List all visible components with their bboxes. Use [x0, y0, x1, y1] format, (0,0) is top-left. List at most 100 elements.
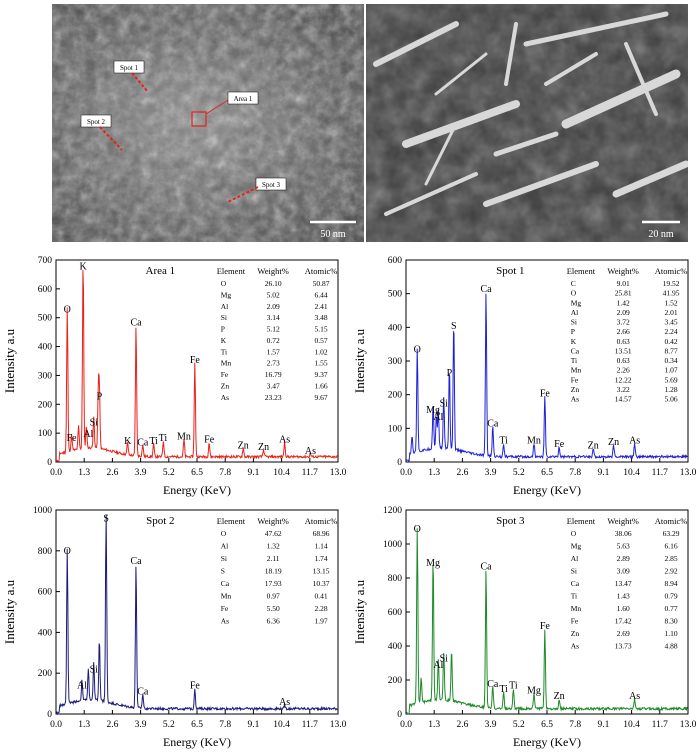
peak-label-fe: Fe — [554, 439, 565, 450]
table-cell: 8.77 — [665, 346, 678, 355]
x-tick-label: 1.3 — [78, 468, 90, 478]
table-header: Weight% — [257, 266, 288, 276]
table-cell: 3.14 — [267, 313, 280, 322]
peak-label-o: O — [64, 546, 71, 557]
y-tick-label: 0 — [47, 458, 52, 468]
peak-label-ca: Ca — [137, 687, 149, 698]
peak-label-ca: Ca — [480, 284, 492, 295]
table-header: Weight% — [257, 516, 288, 526]
table-cell: 2.01 — [665, 308, 678, 317]
peak-label-zn: Zn — [588, 441, 599, 452]
chart-title: Spot 2 — [146, 515, 174, 527]
table-cell: As — [221, 393, 229, 402]
eds-chart-spot2: 0.0 1.3 2.6 3.9 5.2 6.5 7.8 9.1 10.4 11.7 13.0 0 200… — [0, 500, 350, 752]
peak-label-as: As — [279, 435, 290, 446]
peak-label-si: Si — [440, 399, 449, 410]
table-cell: 5.02 — [267, 290, 280, 299]
spot1-label: Spot 1 — [120, 64, 139, 72]
x-tick-label: 7.8 — [569, 720, 581, 730]
table-cell: 9.01 — [617, 279, 630, 288]
spectrum-series — [405, 528, 688, 715]
table-header: Element — [217, 266, 246, 276]
table-cell: 2.24 — [665, 327, 678, 336]
table-header: Element — [567, 266, 596, 276]
table-cell: 18.19 — [265, 567, 282, 576]
peak-label-ca: Ca — [130, 318, 142, 329]
table-cell: Fe — [221, 604, 229, 613]
table-cell: Ti — [571, 356, 577, 365]
spot2-label: Spot 2 — [87, 118, 106, 126]
peak-label-zn: Zn — [554, 691, 565, 702]
scale-bar-left-label: 50 nm — [320, 229, 346, 240]
y-tick-label: 0 — [397, 710, 402, 720]
table-cell: 1.55 — [315, 359, 328, 368]
y-tick-label: 500 — [38, 314, 53, 324]
x-tick-label: 2.6 — [106, 720, 118, 730]
peak-label-k: K — [124, 436, 132, 447]
x-tick-label: 3.9 — [135, 720, 147, 730]
x-tick-label: 5.2 — [513, 468, 525, 478]
x-axis-label: Energy (KeV) — [513, 483, 581, 497]
y-tick-label: 700 — [38, 256, 53, 266]
y-tick-label: 400 — [388, 323, 403, 333]
table-cell: 13.15 — [313, 567, 330, 576]
table-cell: 2.09 — [267, 302, 280, 311]
x-tick-label: 9.1 — [597, 720, 609, 730]
table-cell: 1.57 — [267, 347, 280, 356]
spot3-label: Spot 3 — [262, 181, 281, 189]
table-cell: 0.63 — [617, 356, 630, 365]
sem-image-right: 20 nm — [366, 4, 688, 242]
peak-label-fe: Fe — [67, 433, 78, 444]
x-tick-label: 6.5 — [191, 468, 203, 478]
peak-label-k: K — [79, 261, 87, 272]
y-tick-label: 0 — [397, 458, 402, 468]
table-cell: 1.74 — [315, 554, 328, 563]
x-tick-label: 3.9 — [135, 468, 147, 478]
table-cell: 6.44 — [315, 290, 328, 299]
table-cell: 5.69 — [665, 375, 678, 384]
peak-label-o: O — [414, 524, 421, 535]
table-header: Element — [217, 516, 246, 526]
sem-spot3-marker: Spot 3 — [227, 177, 287, 203]
peak-label-al: Al — [77, 681, 87, 692]
table-cell: 5.12 — [267, 325, 280, 334]
table-header: Element — [567, 516, 596, 526]
table-cell: Al — [571, 308, 579, 317]
table-cell: 3.45 — [665, 318, 678, 327]
x-tick-label: 2.6 — [456, 468, 468, 478]
table-cell: 0.97 — [267, 592, 280, 601]
peak-label-fe: Fe — [204, 435, 215, 446]
y-tick-label: 400 — [388, 642, 403, 652]
table-cell: 13.73 — [615, 642, 632, 651]
peak-label-al: Al — [433, 412, 443, 423]
y-tick-label: 500 — [388, 290, 403, 300]
x-tick-label: 9.1 — [247, 468, 259, 478]
table-cell: 23.23 — [265, 393, 282, 402]
y-tick-label: 200 — [38, 400, 53, 410]
table-cell: 2.92 — [665, 567, 678, 576]
table-cell: Si — [221, 554, 227, 563]
x-tick-label: 5.2 — [163, 720, 175, 730]
x-tick-label: 0.0 — [400, 468, 412, 478]
table-cell: 41.95 — [663, 289, 680, 298]
table-cell: O — [221, 279, 227, 288]
y-axis-label: Intensity a.u — [2, 328, 17, 393]
table-cell: 1.07 — [665, 366, 678, 375]
table-cell: 1.32 — [267, 542, 280, 551]
table-cell: Ca — [571, 346, 580, 355]
peak-label-fe: Fe — [190, 681, 201, 692]
peak-label-ca: Ca — [480, 562, 492, 573]
x-tick-label: 9.1 — [597, 468, 609, 478]
table-cell: 68.96 — [313, 529, 330, 538]
table-cell: Mg — [571, 298, 582, 307]
peak-label-ca: Ca — [130, 556, 142, 567]
x-tick-label: 13.0 — [680, 468, 697, 478]
peak-label-mg: Mg — [426, 558, 440, 569]
peak-label-s: S — [451, 321, 457, 332]
chart-svg: 0.0 1.3 2.6 3.9 5.2 6.5 7.8 9.1 10.4 11.7 13.0 0 100… — [2, 256, 347, 497]
table-cell: Ca — [221, 579, 230, 588]
table-cell: 0.57 — [315, 336, 328, 345]
table-cell: 3.47 — [267, 381, 280, 390]
table-header: Atomic% — [655, 516, 688, 526]
peak-label-ca: Ca — [137, 437, 149, 448]
